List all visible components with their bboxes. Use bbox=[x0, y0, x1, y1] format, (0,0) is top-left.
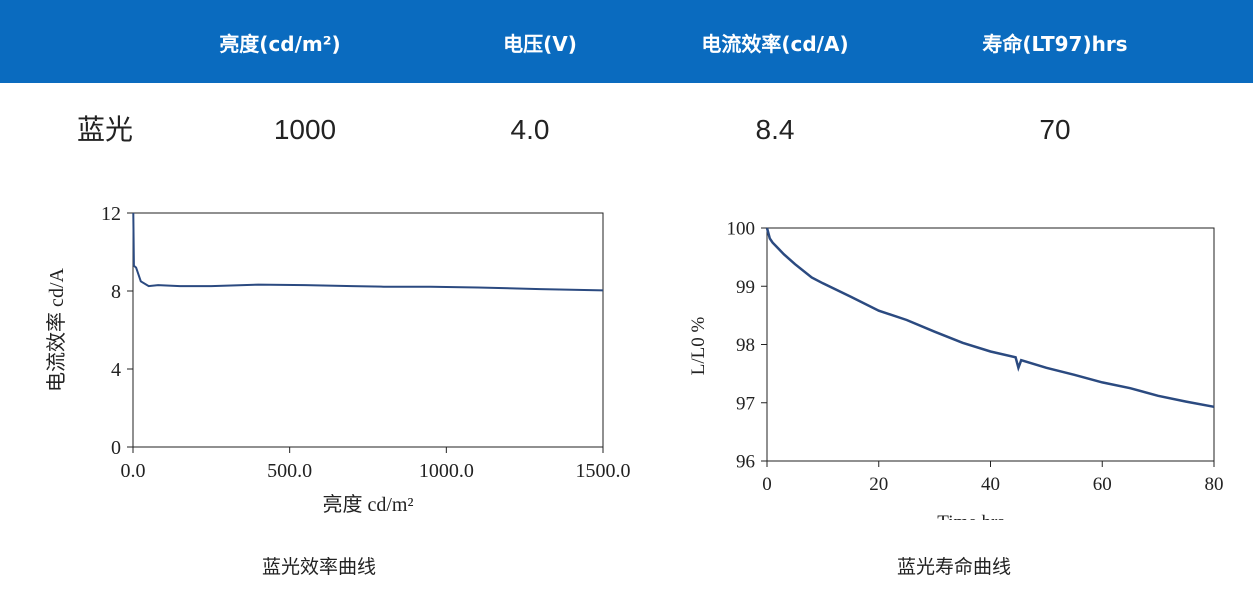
chart1-xlabel: 亮度 cd/m² bbox=[323, 493, 414, 516]
value-voltage: 4.0 bbox=[510, 114, 550, 145]
chart2-xtick-label: 80 bbox=[1205, 474, 1224, 495]
lifetime-chart: 0 20 40 60 80 96 97 98 99 100 Time hrs L/L0 % bbox=[688, 219, 1224, 520]
chart2-ytick-label: 100 bbox=[727, 219, 756, 240]
header-brightness: 亮度(cd/m²) bbox=[219, 32, 341, 56]
header-voltage: 电压(V) bbox=[503, 32, 577, 56]
chart1-ytick-label: 12 bbox=[101, 203, 121, 225]
value-brightness: 1000 bbox=[273, 114, 337, 145]
chart2-ticks: 0 20 40 60 80 96 97 98 99 100 bbox=[727, 219, 1224, 495]
chart2-xtick-label: 20 bbox=[869, 474, 888, 495]
chart2-series-line bbox=[765, 227, 1215, 409]
chart2-caption: 蓝光寿命曲线 bbox=[897, 556, 1012, 578]
chart1-ytick-label: 4 bbox=[111, 359, 121, 381]
chart2-ytick-label: 98 bbox=[736, 335, 755, 356]
value-efficiency: 8.4 bbox=[755, 114, 795, 145]
chart2-ytick-label: 97 bbox=[736, 393, 755, 414]
chart2-ylabel: L/L0 % bbox=[688, 317, 709, 376]
chart1-ticks: 0.0 500.0 1000.0 1500.0 0 4 8 12 bbox=[101, 203, 631, 482]
chart1-xtick-label: 1000.0 bbox=[419, 460, 474, 482]
header-efficiency: 电流效率(cd/A) bbox=[701, 32, 849, 56]
chart2-xtick-label: 0 bbox=[762, 474, 772, 495]
header-bar: 亮度(cd/m²) 电压(V) 电流效率(cd/A) 寿命(LT97)hrs bbox=[0, 0, 1253, 83]
chart1-xtick-label: 500.0 bbox=[267, 460, 312, 482]
chart1-xtick-label: 1500.0 bbox=[576, 460, 631, 482]
chart1-plot-frame bbox=[132, 212, 604, 448]
chart2-ytick-label: 96 bbox=[736, 452, 755, 473]
chart2-xlabel: Time hrs bbox=[937, 512, 1004, 520]
efficiency-chart: 0.0 500.0 1000.0 1500.0 0 4 8 12 亮度 cd/m² 电流效率 … bbox=[45, 203, 631, 516]
chart2-xtick-label: 60 bbox=[1093, 474, 1112, 495]
chart2-xtick-label: 40 bbox=[981, 474, 1000, 495]
chart2-plot-frame bbox=[766, 227, 1215, 462]
header-lifetime: 寿命(LT97)hrs bbox=[982, 32, 1128, 56]
chart1-ytick-label: 8 bbox=[111, 281, 121, 303]
chart1-ylabel: 电流效率 cd/A bbox=[45, 268, 68, 392]
chart1-caption: 蓝光效率曲线 bbox=[262, 556, 377, 578]
chart1-series-line bbox=[132, 212, 604, 292]
row-label: 蓝光 bbox=[76, 113, 133, 146]
chart1-xtick-label: 0.0 bbox=[121, 460, 146, 482]
value-lifetime: 70 bbox=[1039, 114, 1071, 145]
chart2-ytick-label: 99 bbox=[736, 277, 755, 298]
chart1-ytick-label: 0 bbox=[111, 437, 121, 459]
